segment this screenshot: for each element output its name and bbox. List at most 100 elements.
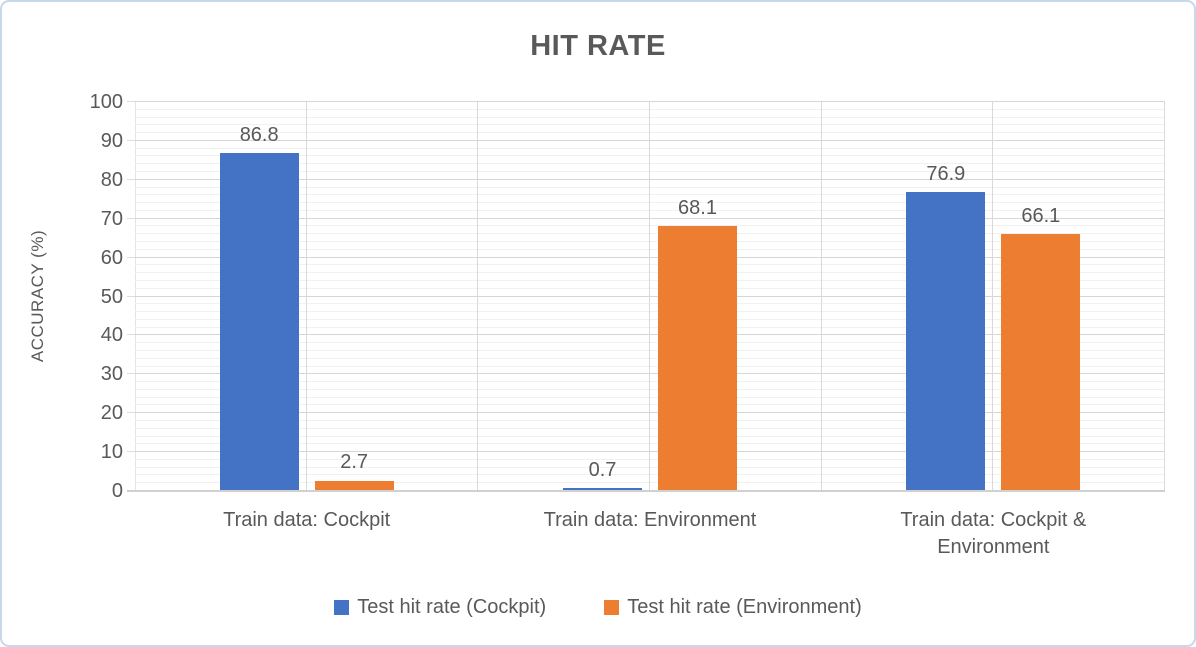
y-tick-label: 10 xyxy=(100,441,123,464)
gridline-minor xyxy=(135,202,1165,204)
y-tick-label: 30 xyxy=(100,363,123,386)
legend-label-environment: Test hit rate (Environment) xyxy=(627,596,862,618)
gridline-minor xyxy=(135,381,1165,383)
y-axis-tick-mark xyxy=(127,217,135,219)
gridline-minor xyxy=(135,116,1165,118)
gridline-major xyxy=(135,295,1165,297)
y-axis-tick-mark xyxy=(127,139,135,141)
y-axis-tick-mark xyxy=(127,178,135,180)
y-axis-tick-mark xyxy=(127,412,135,414)
gridline-minor xyxy=(135,233,1165,235)
gridline-minor xyxy=(135,326,1165,328)
gridline-minor xyxy=(135,435,1165,437)
legend-item-cockpit: Test hit rate (Cockpit) xyxy=(334,596,546,619)
gridline-minor xyxy=(135,342,1165,344)
gridline-vertical xyxy=(1164,102,1165,491)
gridline-major xyxy=(135,334,1165,336)
gridline-minor xyxy=(135,124,1165,126)
gridline-minor xyxy=(135,443,1165,445)
gridline-vertical xyxy=(992,102,994,491)
gridline-minor xyxy=(135,318,1165,320)
bar-environment xyxy=(314,480,394,491)
bar-value-label: 2.7 xyxy=(340,451,369,474)
gridline-minor xyxy=(135,241,1165,243)
y-tick-label: 20 xyxy=(100,402,123,425)
bar-cockpit xyxy=(563,488,642,491)
gridline-minor xyxy=(135,209,1165,211)
gridline-vertical xyxy=(477,102,479,491)
gridline-minor xyxy=(135,474,1165,476)
gridline-minor xyxy=(135,264,1165,266)
legend-swatch-cockpit-icon xyxy=(334,600,350,615)
y-axis-tick-mark xyxy=(127,373,135,375)
bar-value-label: 76.9 xyxy=(926,162,966,185)
y-axis-tick-mark xyxy=(127,451,135,453)
gridline-minor xyxy=(135,248,1165,250)
y-tick-label: 90 xyxy=(100,129,123,152)
gridline-vertical xyxy=(649,102,650,491)
y-tick-label: 40 xyxy=(100,324,123,347)
gridline-minor xyxy=(135,287,1165,289)
y-axis-line xyxy=(135,102,136,491)
gridline-minor xyxy=(135,155,1165,157)
gridline-minor xyxy=(135,466,1165,468)
bar-value-label: 86.8 xyxy=(239,124,279,147)
gridline-minor xyxy=(135,311,1165,313)
category-label: Train data: Cockpit xyxy=(223,509,391,531)
gridline-major xyxy=(135,217,1165,219)
gridline-major xyxy=(135,178,1165,180)
gridline-minor xyxy=(135,186,1165,188)
bar-value-label: 66.1 xyxy=(1021,204,1061,227)
category-label: Train data: Cockpit & Environment xyxy=(900,509,1087,558)
bar-value-label: 0.7 xyxy=(588,459,617,482)
legend-label-cockpit: Test hit rate (Cockpit) xyxy=(357,596,547,618)
gridline-minor xyxy=(135,147,1165,149)
plot-area: 86.8 2.7 0.7 68.1 76.9 66.1 xyxy=(127,101,1165,492)
gridline-minor xyxy=(135,482,1165,484)
gridline-major xyxy=(135,373,1165,375)
gridline-minor xyxy=(135,365,1165,367)
legend-swatch-environment-icon xyxy=(604,600,620,615)
gridline-minor xyxy=(135,108,1165,110)
category-label: Train data: Environment xyxy=(543,509,757,531)
gridline-minor xyxy=(135,132,1165,134)
y-axis-tick-mark xyxy=(127,101,135,102)
bar-environment xyxy=(1001,233,1081,491)
y-axis-title: ACCURACY (%) xyxy=(28,229,47,363)
gridline-minor xyxy=(135,419,1165,421)
gridline-minor xyxy=(135,357,1165,359)
y-tick-label: 50 xyxy=(100,285,123,308)
y-tick-label: 80 xyxy=(100,168,123,191)
x-axis-line xyxy=(127,490,1165,492)
bar-value-label: 68.1 xyxy=(678,197,717,220)
y-axis-tick-mark xyxy=(127,334,135,336)
gridline-minor xyxy=(135,225,1165,227)
gridline-minor xyxy=(135,404,1165,406)
gridline-minor xyxy=(135,388,1165,390)
gridline-minor xyxy=(135,349,1165,351)
legend-item-environment: Test hit rate (Environment) xyxy=(604,596,862,619)
gridline-major xyxy=(135,412,1165,414)
bar-cockpit xyxy=(219,153,299,491)
legend: Test hit rate (Cockpit) Test hit rate (E… xyxy=(2,596,1194,619)
chart-title: HIT RATE xyxy=(530,30,666,62)
gridline-minor xyxy=(135,272,1165,274)
gridline-minor xyxy=(135,279,1165,281)
gridline-minor xyxy=(135,303,1165,305)
gridline-major xyxy=(135,139,1165,141)
y-tick-label: 60 xyxy=(100,246,123,269)
y-axis-tick-mark xyxy=(127,295,135,297)
y-tick-label: 70 xyxy=(100,207,123,230)
gridline-major xyxy=(135,256,1165,258)
gridline-vertical xyxy=(305,102,307,491)
gridline-minor xyxy=(135,163,1165,165)
gridline-minor xyxy=(135,171,1165,173)
bar-cockpit xyxy=(906,191,986,491)
bar-environment xyxy=(658,226,737,491)
y-tick-label: 0 xyxy=(111,480,123,502)
gridline-major xyxy=(135,451,1165,453)
gridline-vertical xyxy=(820,102,822,491)
gridline-major xyxy=(135,101,1165,102)
gridline-minor xyxy=(135,194,1165,196)
